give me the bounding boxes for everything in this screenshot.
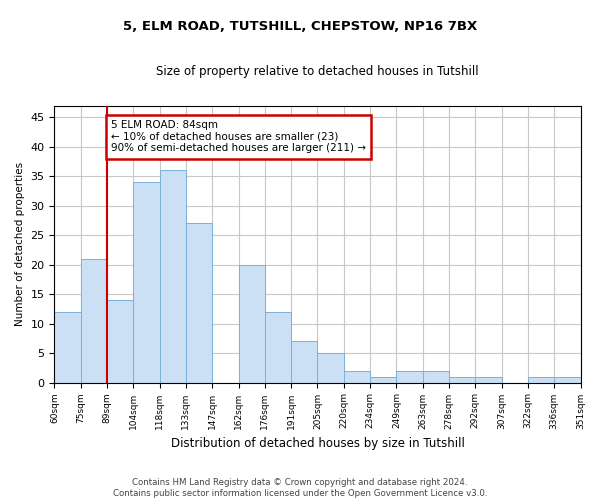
Bar xyxy=(265,312,291,382)
Bar xyxy=(55,312,81,382)
Bar xyxy=(160,170,186,382)
Bar xyxy=(317,353,344,382)
Text: 5 ELM ROAD: 84sqm
← 10% of detached houses are smaller (23)
90% of semi-detached: 5 ELM ROAD: 84sqm ← 10% of detached hous… xyxy=(111,120,366,154)
Bar xyxy=(370,376,397,382)
Bar xyxy=(291,342,317,382)
Bar xyxy=(81,259,107,382)
Bar xyxy=(239,264,265,382)
X-axis label: Distribution of detached houses by size in Tutshill: Distribution of detached houses by size … xyxy=(170,437,464,450)
Text: 5, ELM ROAD, TUTSHILL, CHEPSTOW, NP16 7BX: 5, ELM ROAD, TUTSHILL, CHEPSTOW, NP16 7B… xyxy=(123,20,477,33)
Bar xyxy=(397,371,422,382)
Bar xyxy=(186,224,212,382)
Bar xyxy=(133,182,160,382)
Text: Contains HM Land Registry data © Crown copyright and database right 2024.
Contai: Contains HM Land Registry data © Crown c… xyxy=(113,478,487,498)
Bar xyxy=(528,376,554,382)
Bar xyxy=(475,376,502,382)
Bar xyxy=(422,371,449,382)
Bar xyxy=(449,376,475,382)
Bar xyxy=(107,300,133,382)
Bar xyxy=(344,371,370,382)
Y-axis label: Number of detached properties: Number of detached properties xyxy=(15,162,25,326)
Title: Size of property relative to detached houses in Tutshill: Size of property relative to detached ho… xyxy=(156,65,479,78)
Bar xyxy=(554,376,581,382)
